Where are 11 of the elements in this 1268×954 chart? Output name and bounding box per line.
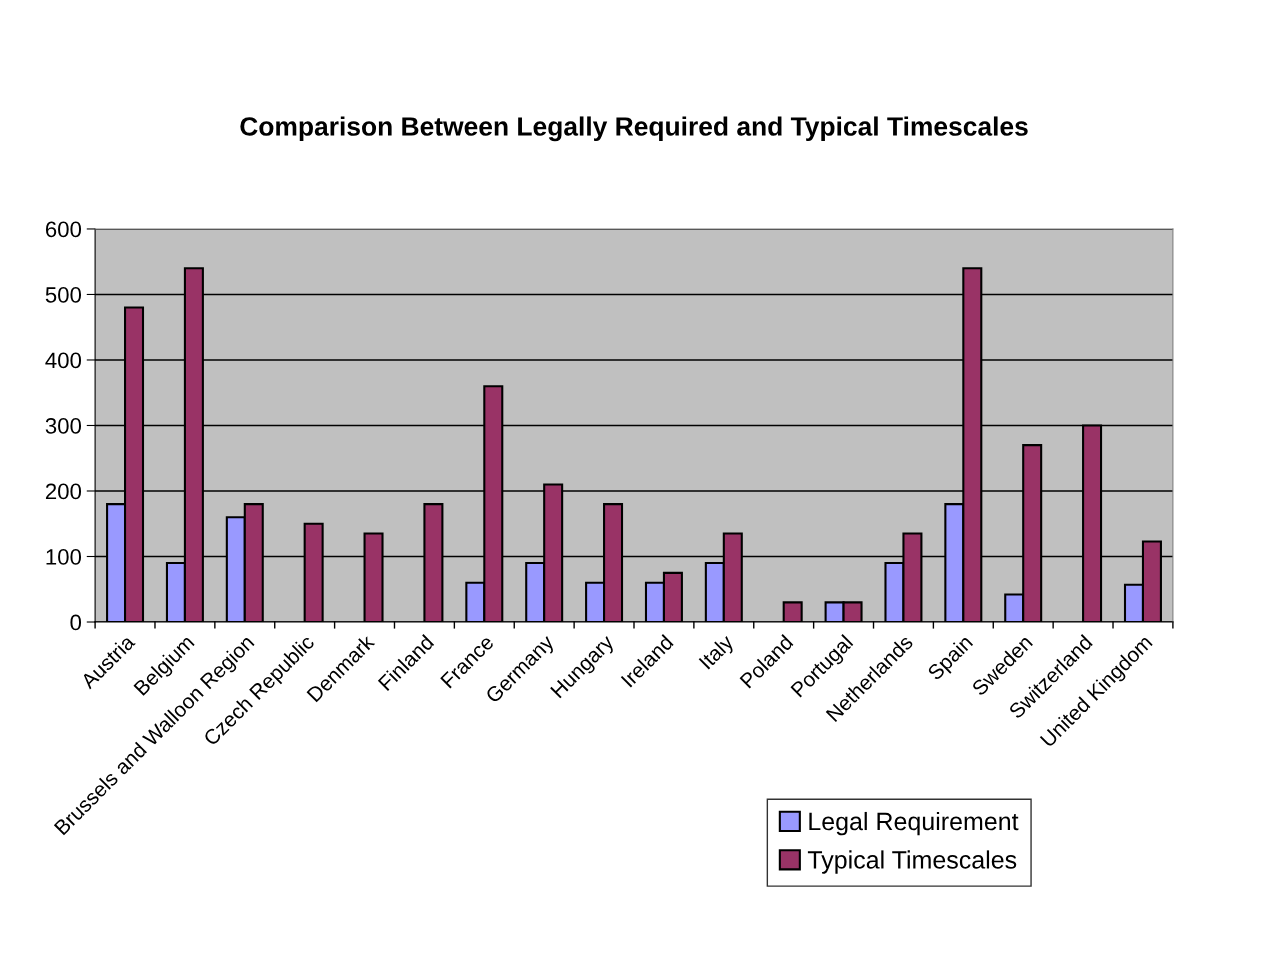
y-tick-label: 400 (45, 352, 82, 369)
y-tick-label: 300 (45, 418, 82, 434)
y-tick-label: 200 (45, 483, 82, 500)
y-tick-label: 0 (70, 614, 82, 631)
legend-label: Legal Requirement (809, 811, 1019, 836)
legend-label: Typical Timescales (807, 850, 1017, 874)
y-tick-label: 500 (45, 287, 82, 303)
chart-title: Comparison Between Legally Required and Typical Timescales (240, 116, 1028, 142)
y-tick-label: 600 (45, 221, 82, 238)
x-tick-label: Italy (698, 633, 738, 673)
y-tick-label: 100 (46, 549, 82, 565)
